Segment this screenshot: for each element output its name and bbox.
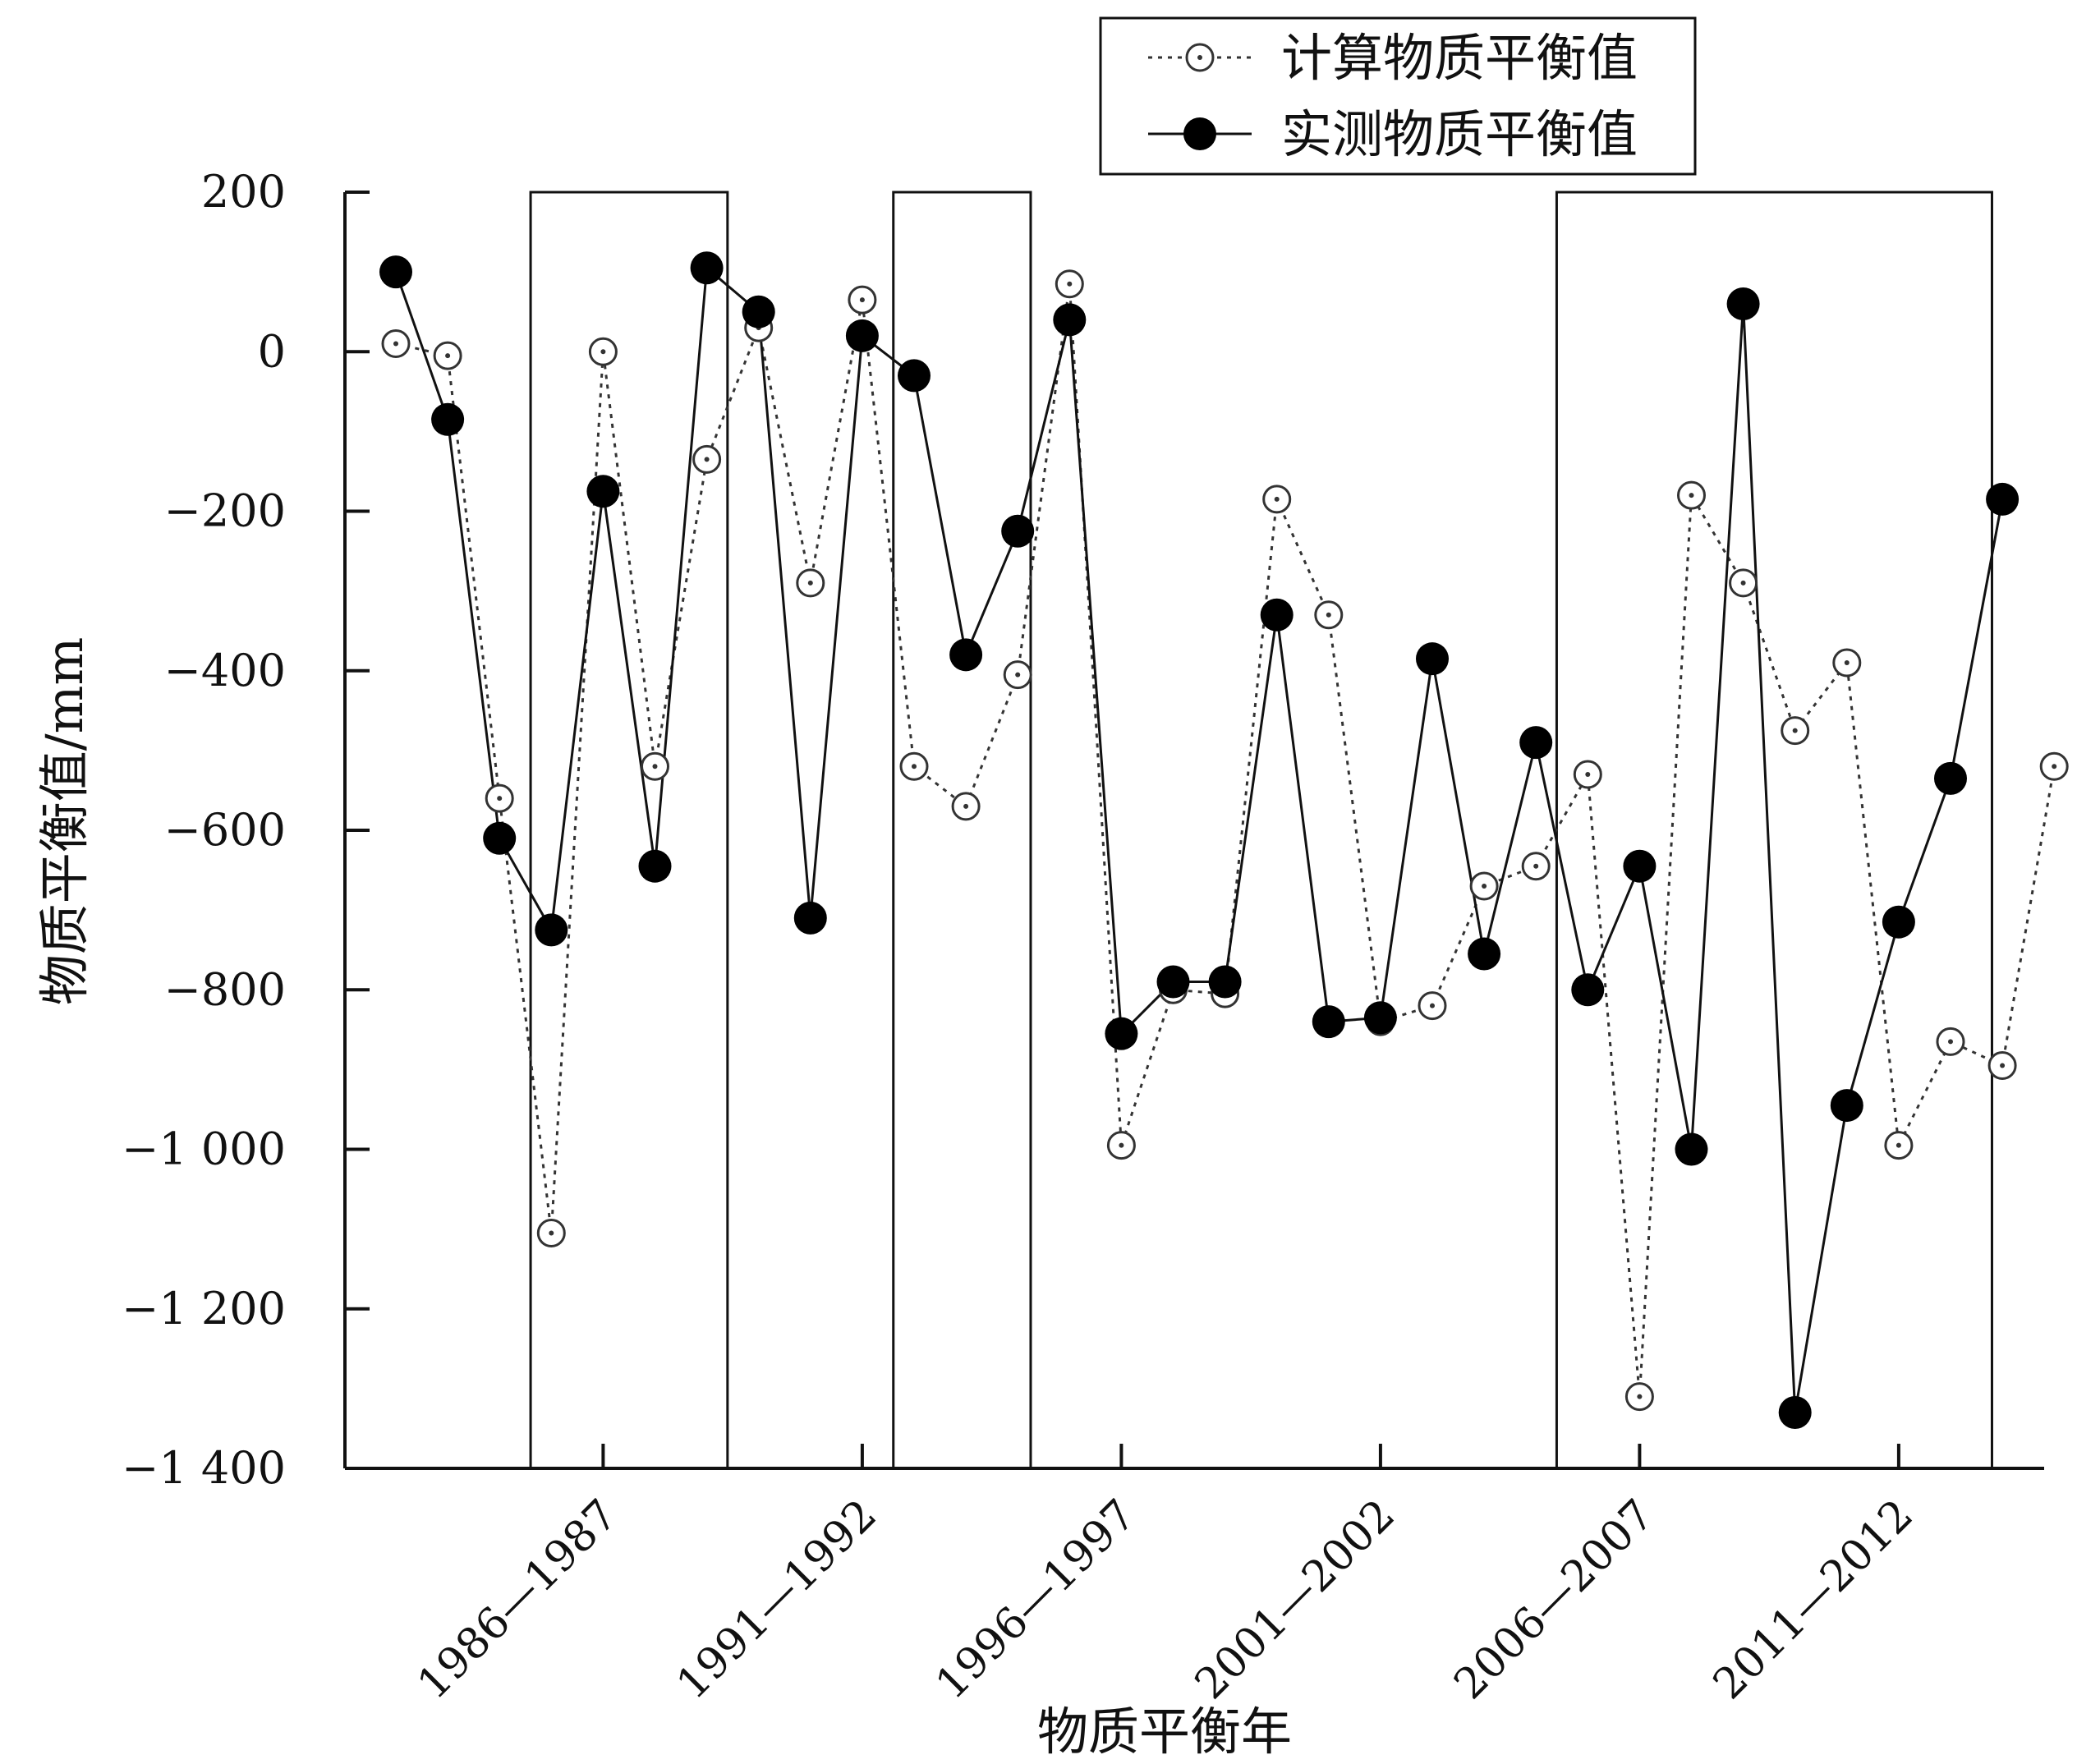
point-calculated [2039,751,2069,781]
point-measured [1156,965,1190,999]
y-tick-label: −1 200 [122,1283,286,1334]
point-calculated [1314,600,1344,630]
y-tick-label: −1 400 [122,1442,286,1494]
point-calculated [1832,648,1862,678]
point-calculated [848,285,877,315]
y-tick-label: 0 [258,325,286,377]
point-measured [586,475,620,508]
y-tick-label: −800 [164,963,286,1015]
point-calculated [796,568,825,598]
point-measured [1312,1005,1345,1039]
point-measured [1882,905,1915,939]
y-tick-label: −200 [164,485,286,537]
point-measured [638,849,672,883]
point-calculated [899,751,929,781]
point-measured [1778,1396,1812,1430]
point-measured [1675,1132,1708,1166]
point-measured [742,295,775,328]
point-calculated [1573,760,1602,789]
series-line-calculated [395,283,2056,1397]
point-calculated [1003,660,1032,690]
point-measured [1623,849,1657,883]
x-axis-title: 物质平衡年 [1037,1702,1292,1762]
point-measured [1519,726,1553,760]
point-measured [535,913,568,947]
x-tick-label: 2011—2012 [1704,1491,1923,1709]
point-calculated [1729,568,1758,598]
point-calculated [588,337,618,366]
point-measured [1105,1017,1138,1050]
point-calculated [433,341,462,370]
point-calculated [1936,1027,1965,1056]
point-calculated [641,751,669,781]
point-measured [483,821,517,855]
series-line-measured [394,265,2004,1413]
point-measured [1934,761,1967,795]
x-tick-label: 2006—2007 [1445,1491,1663,1709]
legend-label-calculated: 计算物质平衡值 [1281,28,1638,88]
legend-marker-measured [1183,117,1216,150]
point-calculated [1055,269,1084,299]
highlight-boxes [529,191,1993,1470]
highlight-box-3 [1555,191,1993,1470]
point-calculated [1987,1051,2017,1081]
point-measured [845,319,879,352]
y-tick-label: 200 [201,166,286,218]
point-measured [793,901,827,935]
point-measured [949,638,983,672]
point-calculated [1262,485,1292,514]
point-calculated [951,792,981,821]
x-tick-label: 1991—1992 [668,1491,886,1709]
legend-label-measured: 实测物质平衡值 [1281,104,1638,164]
y-axis-title: 物质平衡值/mm [34,637,94,1005]
point-calculated [485,783,514,813]
point-measured [1726,287,1760,320]
point-calculated [1469,871,1499,901]
point-measured [1830,1089,1863,1123]
point-measured [1363,1001,1397,1035]
point-measured [431,402,465,436]
point-measured [1468,937,1501,971]
y-tick-label: −400 [164,645,286,696]
series-layer [379,251,2069,1430]
point-measured [1001,514,1035,548]
point-calculated [692,444,722,474]
point-calculated [1781,716,1810,746]
point-measured [1260,598,1294,632]
y-tick-label: −600 [164,804,286,856]
point-measured [1416,642,1449,676]
point-measured [690,251,724,285]
point-calculated [1418,991,1447,1021]
point-measured [379,255,412,289]
point-calculated [1677,480,1706,510]
point-calculated [1624,1382,1654,1412]
point-calculated [536,1218,566,1247]
point-calculated [1884,1131,1914,1160]
point-calculated [381,329,411,359]
legend-marker-calculated-dot [1197,55,1202,60]
axes: 200 0 −200 −400 −600 −800 −1 000 −1 200 −1 400 19… [122,166,2044,1709]
x-tick-label: 1986—1987 [408,1491,627,1709]
point-measured [1986,482,2020,516]
y-tick-label: −1 000 [122,1123,286,1175]
point-measured [1053,303,1087,337]
point-measured [898,359,931,393]
legend: 计算物质平衡值 实测物质平衡值 [1099,16,1697,176]
point-calculated [1521,852,1551,881]
x-tick-label: 2001—2002 [1186,1491,1404,1709]
point-measured [1208,965,1242,999]
point-calculated [1106,1131,1136,1160]
x-tick-label: 1996—1997 [926,1491,1145,1709]
point-measured [1571,973,1605,1007]
